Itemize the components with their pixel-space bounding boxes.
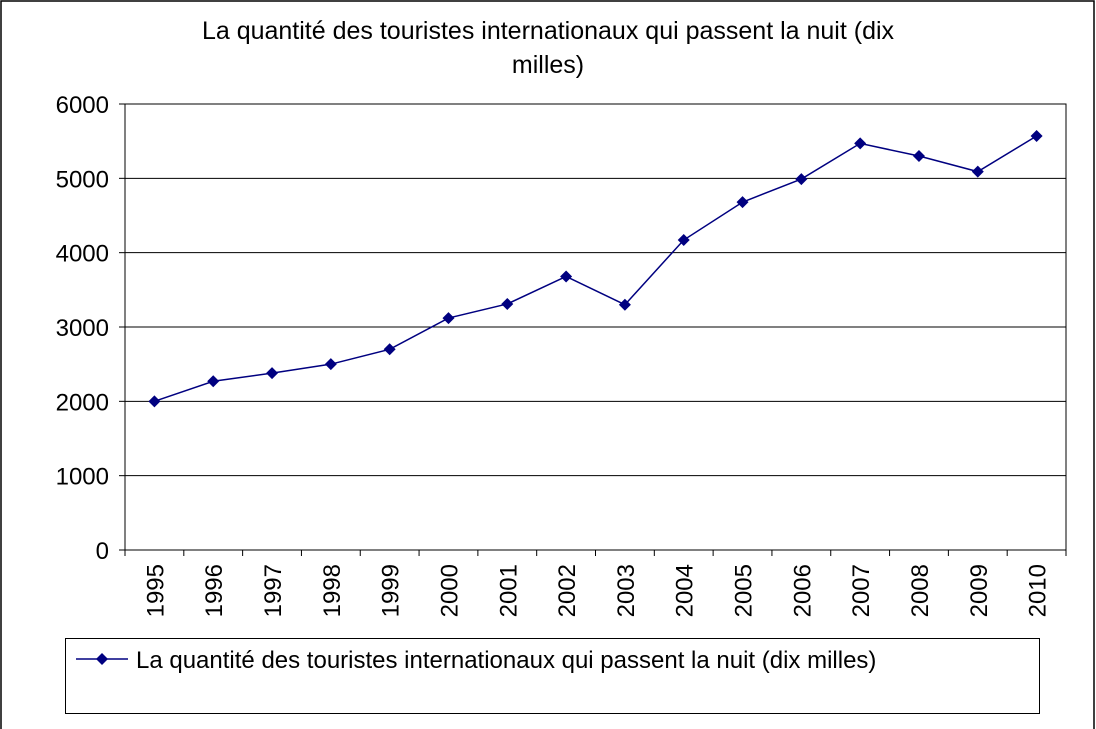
- data-point: [912, 150, 925, 163]
- data-point: [383, 343, 396, 356]
- series-line: [154, 135, 1037, 403]
- x-tick-label: 2005: [731, 564, 758, 617]
- x-tick-label: 1997: [260, 564, 287, 617]
- x-tick-label: 2002: [554, 564, 581, 617]
- x-tick-label: 2001: [495, 564, 522, 617]
- data-point: [677, 234, 690, 247]
- data-point: [207, 375, 220, 388]
- y-tick-label: 1000: [56, 464, 109, 491]
- legend: La quantité des touristes internationaux…: [65, 638, 1040, 714]
- data-point: [324, 358, 337, 371]
- x-tick-label: 2008: [907, 564, 934, 617]
- data-point: [501, 297, 514, 310]
- data-point: [854, 137, 867, 150]
- x-tick-label: 2009: [966, 564, 993, 617]
- legend-marker: [96, 653, 108, 665]
- x-tick-label: 2000: [436, 564, 463, 617]
- data-point: [618, 298, 631, 311]
- x-tick-label: 1999: [378, 564, 405, 617]
- y-tick-label: 0: [96, 538, 109, 565]
- data-point: [736, 196, 749, 209]
- y-tick-label: 5000: [56, 166, 109, 193]
- y-tick-label: 2000: [56, 389, 109, 416]
- y-tick-label: 4000: [56, 241, 109, 268]
- x-tick-label: 2004: [672, 564, 699, 617]
- data-point: [148, 395, 161, 408]
- x-tick-label: 2007: [848, 564, 875, 617]
- legend-label: La quantité des touristes internationaux…: [136, 647, 877, 674]
- x-tick-label: 2010: [1025, 564, 1052, 617]
- data-point: [795, 173, 808, 186]
- x-tick-label: 1998: [319, 564, 346, 617]
- y-tick-label: 3000: [56, 315, 109, 342]
- data-point: [971, 165, 984, 178]
- x-tick-label: 1996: [201, 564, 228, 617]
- data-point: [442, 312, 455, 325]
- data-point: [1030, 129, 1043, 142]
- chart-title: La quantité des touristes internationaux…: [201, 17, 895, 79]
- y-tick-label: 6000: [56, 92, 109, 119]
- legend-swatch: [76, 653, 128, 665]
- x-tick-label: 1995: [142, 564, 169, 617]
- data-point: [560, 270, 573, 283]
- x-tick-label: 2003: [613, 564, 640, 617]
- x-tick-label: 2006: [789, 564, 816, 617]
- data-point: [266, 367, 279, 380]
